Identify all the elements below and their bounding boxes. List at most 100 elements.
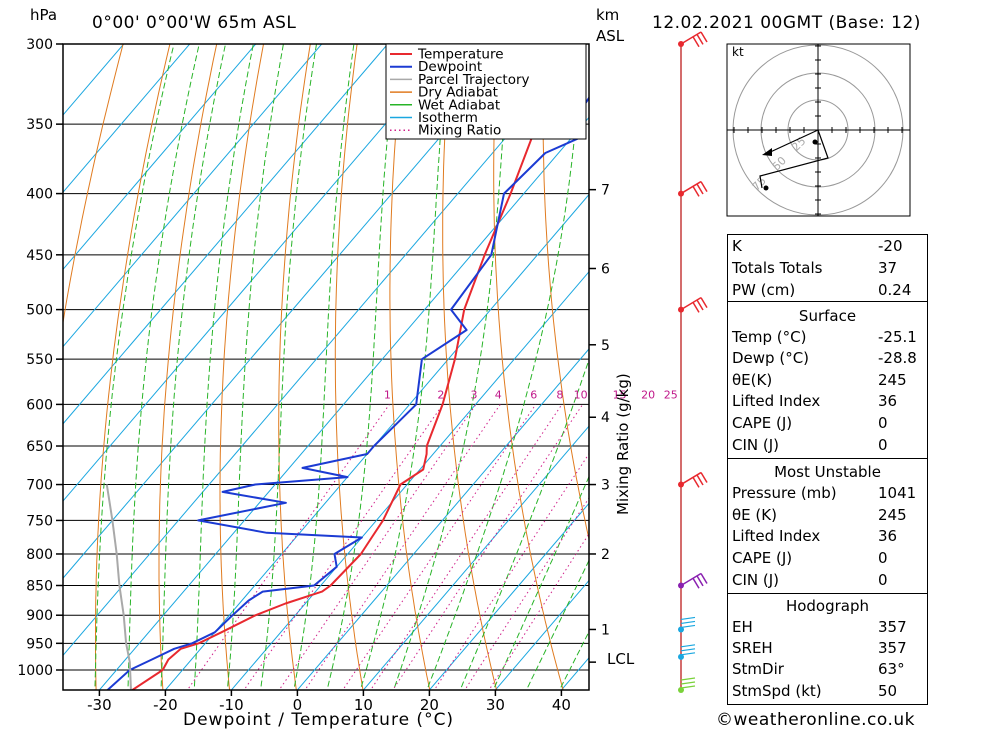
mixing-ratio-label: 6: [530, 388, 537, 401]
surface-panel: Surface Temp (°C) -25.1 Dewp (°C) -28.8 θE…: [727, 301, 928, 460]
wet-adiabat-line: [193, 44, 254, 690]
dry-adiabat-line: [962, 26, 1000, 695]
hodograph-frame: [726, 43, 911, 217]
wind-barb-flag: [700, 573, 708, 584]
pressure-tick-label: 1000: [17, 663, 53, 679]
mixing-ratio-line: [278, 404, 477, 690]
wind-barb-flag: [696, 299, 704, 311]
mu-li-value: 36: [878, 527, 898, 545]
mixing-ratio-line: [369, 404, 563, 690]
mixing-ratio-label: 8: [556, 388, 563, 401]
hodograph-unit-label: kt: [732, 45, 744, 59]
wind-barb-flag: [696, 34, 704, 45]
mixing-ratio-label: 2: [437, 388, 444, 401]
hodograph-ring-label: 25: [789, 135, 808, 154]
location-title: 0°00' 0°00'W 65m ASL: [92, 13, 297, 33]
wind-barb-flag: [680, 652, 696, 656]
mixing-ratio-label: 3: [470, 388, 477, 401]
x-axis-title: Dewpoint / Temperature (°C): [183, 710, 455, 730]
legend-entry: Isotherm: [418, 110, 478, 126]
wind-barb-flag: [692, 185, 700, 197]
wind-barb-flag: [700, 31, 708, 43]
pressure-tick-label: 400: [26, 187, 53, 203]
legend-entry: Temperature: [417, 47, 504, 63]
dry-adiabat-line: [916, 26, 1000, 695]
wind-barb-staff: [680, 471, 702, 486]
wet-adiabat-line: [492, 475, 589, 690]
surface-cape-value: 0: [878, 414, 888, 432]
legend-entry: Dry Adiabat: [418, 85, 498, 101]
wind-barb: [680, 296, 708, 313]
x-tick-label: -20: [153, 696, 178, 714]
mu-cin-value: 0: [878, 571, 888, 589]
sreh-label: SREH: [732, 639, 773, 657]
mixing-ratio-line: [488, 532, 589, 690]
surface-title: Surface: [798, 307, 857, 325]
pressure-tick-label: 850: [26, 578, 53, 594]
pressure-tick-label: 500: [26, 303, 53, 319]
footer-credit[interactable]: ©weatheronline.co.uk: [716, 710, 916, 730]
legend-box: [385, 43, 587, 140]
mixing-ratio-line: [433, 452, 589, 690]
mixing-ratio-line: [186, 404, 390, 690]
wind-barb-flag: [700, 181, 708, 192]
x-tick-label: 10: [354, 696, 373, 714]
legend-entry: Dewpoint: [418, 59, 482, 75]
mixing-ratio-line: [342, 404, 537, 690]
wind-barb-staff: [680, 31, 702, 45]
mixing-ratio-line: [304, 404, 501, 690]
pressure-tick-label: 700: [26, 478, 53, 494]
isotherm-line: [296, 348, 589, 690]
surface-li-value: 36: [878, 392, 898, 410]
hodograph-title: Hodograph: [785, 597, 870, 615]
mu-li-label: Lifted Index: [732, 527, 821, 545]
pressure-tick-label: 450: [26, 248, 53, 264]
km-tick-label: 5: [601, 338, 610, 354]
wind-barb: [680, 471, 708, 488]
mixing-ratio-label: 4: [495, 388, 502, 401]
pressure-tick-label: 900: [26, 608, 53, 624]
wind-barb-flag: [692, 476, 700, 488]
wind-barb-flag: [696, 183, 704, 195]
mu-theta-label: θE (K): [732, 506, 777, 524]
wind-barb-flag: [696, 474, 704, 486]
mixing-ratio-line: [243, 404, 444, 690]
isotherm-line: [63, 44, 323, 348]
wind-barb: [680, 31, 708, 48]
mu-pressure-value: 1041: [878, 484, 917, 502]
k-index-value: -20: [878, 237, 903, 255]
wind-barb: [680, 572, 708, 589]
stmspd-label: StmSpd (kt): [732, 682, 822, 700]
wind-barb-flag: [680, 648, 696, 652]
wind-barb-flag: [700, 297, 708, 308]
dry-adiabat-line: [219, 44, 265, 690]
km-tick-label: 6: [601, 262, 610, 278]
x-tick-label: 40: [552, 696, 571, 714]
stmspd-value: 50: [878, 682, 898, 700]
wet-adiabat-line: [160, 44, 227, 690]
surface-li-label: Lifted Index: [732, 392, 821, 410]
pw-value: 0.24: [878, 281, 912, 299]
wind-barb-flag: [680, 685, 696, 689]
mixing-ratio-label: 1: [384, 388, 391, 401]
wind-barb-flag: [700, 472, 708, 483]
mixing-ratio-line: [464, 497, 589, 690]
hodograph-point: [812, 139, 818, 145]
storm-motion-arrowhead: [762, 148, 772, 156]
datetime-title: 12.02.2021 00GMT (Base: 12): [652, 13, 921, 33]
totals-totals-label: Totals Totals: [732, 259, 823, 277]
wind-barb-staff: [680, 572, 702, 587]
hpa-label: hPa: [30, 6, 58, 24]
indices-panel: K -20 Totals Totals 37 PW (cm) 0.24: [727, 234, 928, 303]
x-tick-label: -10: [219, 696, 244, 714]
surface-cin-label: CIN (J): [732, 436, 780, 454]
wind-level-dot: [678, 687, 684, 693]
wet-adiabat-line: [525, 559, 589, 690]
legend-entry: Parcel Trajectory: [418, 72, 530, 88]
mixing-ratio-axis-title: Mixing Ratio (g/kg): [614, 373, 632, 515]
wet-adiabat-line: [393, 44, 511, 690]
eh-label: EH: [732, 618, 753, 636]
wet-adiabat-line: [359, 44, 449, 690]
